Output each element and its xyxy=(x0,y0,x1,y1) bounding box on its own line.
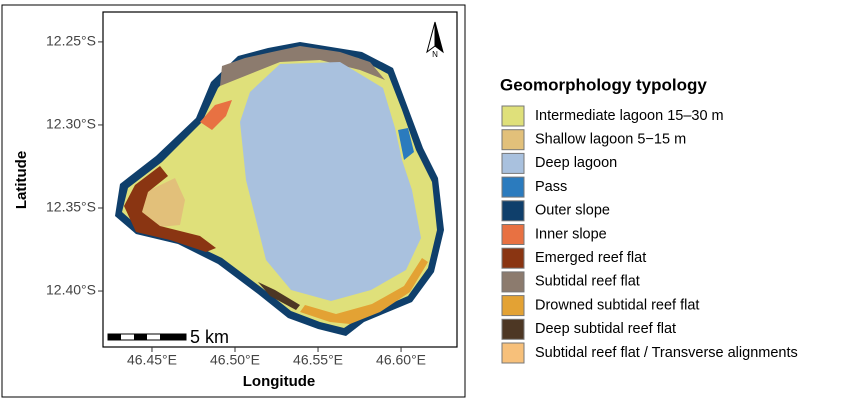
scale-bar-segment xyxy=(160,334,186,340)
legend-swatch xyxy=(501,271,525,293)
y-axis-label: Latitude xyxy=(13,151,30,209)
legend-label: Inner slope xyxy=(535,226,607,242)
x-tick-label: 46.60°E xyxy=(376,352,426,368)
north-arrow-right xyxy=(434,21,444,54)
x-tick-label: 46.50°E xyxy=(210,352,260,368)
scale-bar-segment xyxy=(134,334,147,340)
subtidal-reef-flat xyxy=(220,46,385,86)
north-arrow: N xyxy=(426,21,444,59)
legend-swatch xyxy=(501,247,525,269)
y-tick-label: 12.35°S xyxy=(46,199,96,215)
north-label: N xyxy=(432,50,438,59)
x-tick-label: 46.55°E xyxy=(293,352,343,368)
scale-bar: 5 km xyxy=(107,327,229,347)
legend-swatch xyxy=(501,129,525,151)
y-tick-label: 12.40°S xyxy=(46,282,96,298)
legend: Intermediate lagoon 15–30 m Shallow lagoo… xyxy=(501,105,798,364)
scale-bar-segment xyxy=(108,334,121,340)
legend-label: Subtidal reef flat / Transverse alignmen… xyxy=(535,345,798,361)
legend-label: Subtidal reef flat xyxy=(535,274,640,290)
legend-label: Outer slope xyxy=(535,203,610,219)
scale-bar-label: 5 km xyxy=(190,327,229,347)
legend-label: Deep subtidal reef flat xyxy=(535,321,676,337)
legend-swatch xyxy=(501,176,525,198)
legend-label: Intermediate lagoon 15–30 m xyxy=(535,108,724,124)
inner-slope xyxy=(200,100,232,130)
legend-label: Shallow lagoon 5−15 m xyxy=(535,132,686,148)
atoll-map xyxy=(115,42,444,336)
y-tick-label: 12.25°S xyxy=(46,33,96,49)
legend-swatch xyxy=(501,295,525,317)
legend-swatch xyxy=(501,200,525,222)
map-frame xyxy=(102,11,458,348)
axes: 46.45°E 46.50°E 46.55°E 46.60°E 12.25°S 12.30… xyxy=(46,33,426,368)
legend-swatch xyxy=(501,152,525,174)
deep-lagoon xyxy=(240,62,421,301)
legend-swatch xyxy=(501,318,525,340)
pass xyxy=(398,128,414,160)
deep-subtidal-reef-flat xyxy=(258,282,300,310)
x-tick-label: 46.45°E xyxy=(127,352,177,368)
emerged-reef-flat xyxy=(124,166,216,252)
legend-label: Pass xyxy=(535,179,567,195)
y-tick-label: 12.30°S xyxy=(46,116,96,132)
legend-label: Deep lagoon xyxy=(535,155,617,171)
drowned-subtidal-reef-flat xyxy=(300,258,428,324)
legend-title: Geomorphology typology xyxy=(500,75,707,94)
x-axis-label: Longitude xyxy=(243,373,315,390)
legend-swatch xyxy=(501,342,525,364)
legend-label: Emerged reef flat xyxy=(535,250,646,266)
legend-label: Drowned subtidal reef flat xyxy=(535,297,699,313)
legend-swatch xyxy=(501,224,525,245)
legend-swatch xyxy=(501,105,525,127)
